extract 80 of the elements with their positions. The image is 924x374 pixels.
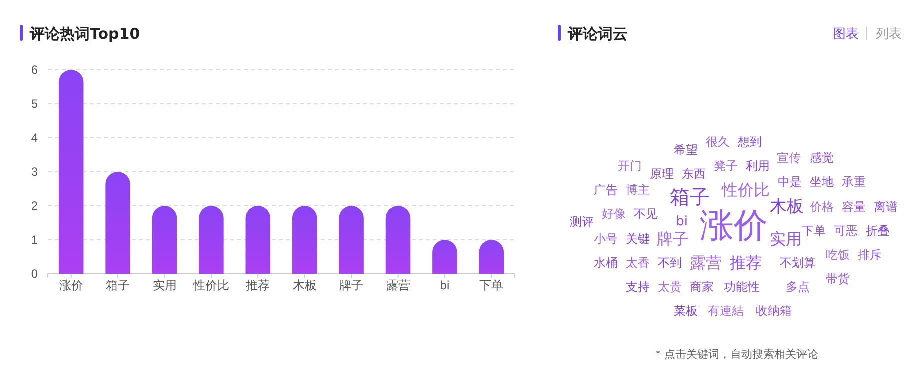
- category-label: 开门: [618, 159, 642, 173]
- text: 评论词云: [567, 25, 628, 43]
- x-tick-label: 推荐: [246, 278, 270, 293]
- category-label: 太香: [626, 256, 650, 270]
- x-tick-label: 露营: [386, 278, 410, 293]
- category-label: 离谱: [874, 200, 898, 214]
- category-label: 牌子: [657, 230, 689, 248]
- category-label: 利用: [746, 159, 770, 173]
- x-tick-label: 木板: [292, 278, 317, 293]
- category-label: 排斥: [858, 248, 882, 262]
- y-tick-label: 3: [31, 164, 38, 179]
- category-label: 原理: [650, 167, 674, 181]
- category-label: 不见: [634, 207, 658, 221]
- x-tick-label: 性价比: [192, 278, 230, 293]
- category-label: 中是: [778, 175, 802, 189]
- category-label: 测评: [570, 215, 594, 229]
- category-label: 很久: [706, 135, 730, 149]
- category-label: 涨价: [700, 206, 768, 246]
- y-tick-label: 6: [31, 62, 38, 77]
- category-label: 容量: [842, 200, 866, 214]
- category-label: 宣传: [777, 151, 801, 165]
- y-tick-label: 2: [31, 198, 38, 213]
- text: * 点击关键词，自动搜索相关评论: [656, 348, 818, 361]
- bar: [339, 206, 364, 274]
- category-label: 功能性: [724, 280, 760, 294]
- category-label: 太贵: [658, 280, 682, 294]
- x-tick-label: 箱子: [106, 278, 130, 293]
- bar: [152, 206, 178, 274]
- category-label: 好像: [602, 207, 626, 221]
- category-label: 有連結: [708, 304, 744, 318]
- category-label: 承重: [842, 175, 866, 189]
- bar: [292, 206, 318, 274]
- category-label: 东西: [682, 167, 706, 181]
- category-label: 露营: [690, 254, 722, 272]
- category-label: 价格: [809, 200, 834, 214]
- category-label: 关键: [626, 232, 650, 246]
- category-label: 希望: [674, 143, 698, 157]
- category-label: 商家: [690, 280, 714, 294]
- category-label: 不到: [658, 256, 682, 270]
- chart-title: 评论热词Top10: [29, 25, 140, 43]
- category-label: 坐地: [810, 175, 834, 189]
- category-label: 可恶: [834, 224, 858, 238]
- category-label: 折叠: [866, 224, 890, 238]
- x-tick-label: bi: [440, 278, 450, 293]
- bar: [58, 70, 84, 274]
- bar: [106, 172, 130, 274]
- category-label: 菜板: [674, 304, 698, 318]
- category-label: 箱子: [670, 185, 710, 209]
- category-label: 吃饭: [826, 248, 850, 262]
- category-label: 感觉: [810, 151, 834, 165]
- category-label: bi: [676, 214, 688, 230]
- category-label: 推荐: [730, 254, 762, 272]
- category-label: 凳子: [714, 159, 738, 173]
- category-label: 想到: [737, 135, 762, 149]
- bar: [199, 206, 224, 274]
- category-label: 实用: [770, 230, 802, 248]
- category-label: 下单: [802, 224, 826, 238]
- text: 图表: [833, 27, 859, 42]
- y-tick-label: 4: [31, 130, 38, 145]
- x-tick-label: 涨价: [59, 278, 84, 293]
- y-tick-label: 0: [31, 266, 38, 281]
- y-tick-label: 1: [31, 232, 38, 247]
- category-label: 广告: [594, 183, 618, 197]
- category-label: 带货: [826, 272, 850, 286]
- x-tick-label: 实用: [152, 278, 177, 293]
- category-label: 不划算: [780, 256, 816, 270]
- category-label: 支持: [626, 280, 650, 294]
- category-label: 博主: [626, 183, 650, 197]
- category-label: 多点: [786, 280, 810, 294]
- x-tick-label: 下单: [480, 278, 504, 293]
- y-tick-label: 5: [31, 96, 38, 111]
- text: 列表: [876, 27, 902, 42]
- category-label: 小号: [594, 232, 618, 246]
- category-label: 性价比: [721, 180, 770, 200]
- bar: [246, 206, 271, 274]
- x-tick-label: 牌子: [340, 278, 364, 293]
- category-label: 木板: [770, 197, 804, 217]
- category-label: 水桶: [594, 256, 618, 270]
- bar: [386, 206, 411, 274]
- category-label: 收纳箱: [756, 304, 792, 318]
